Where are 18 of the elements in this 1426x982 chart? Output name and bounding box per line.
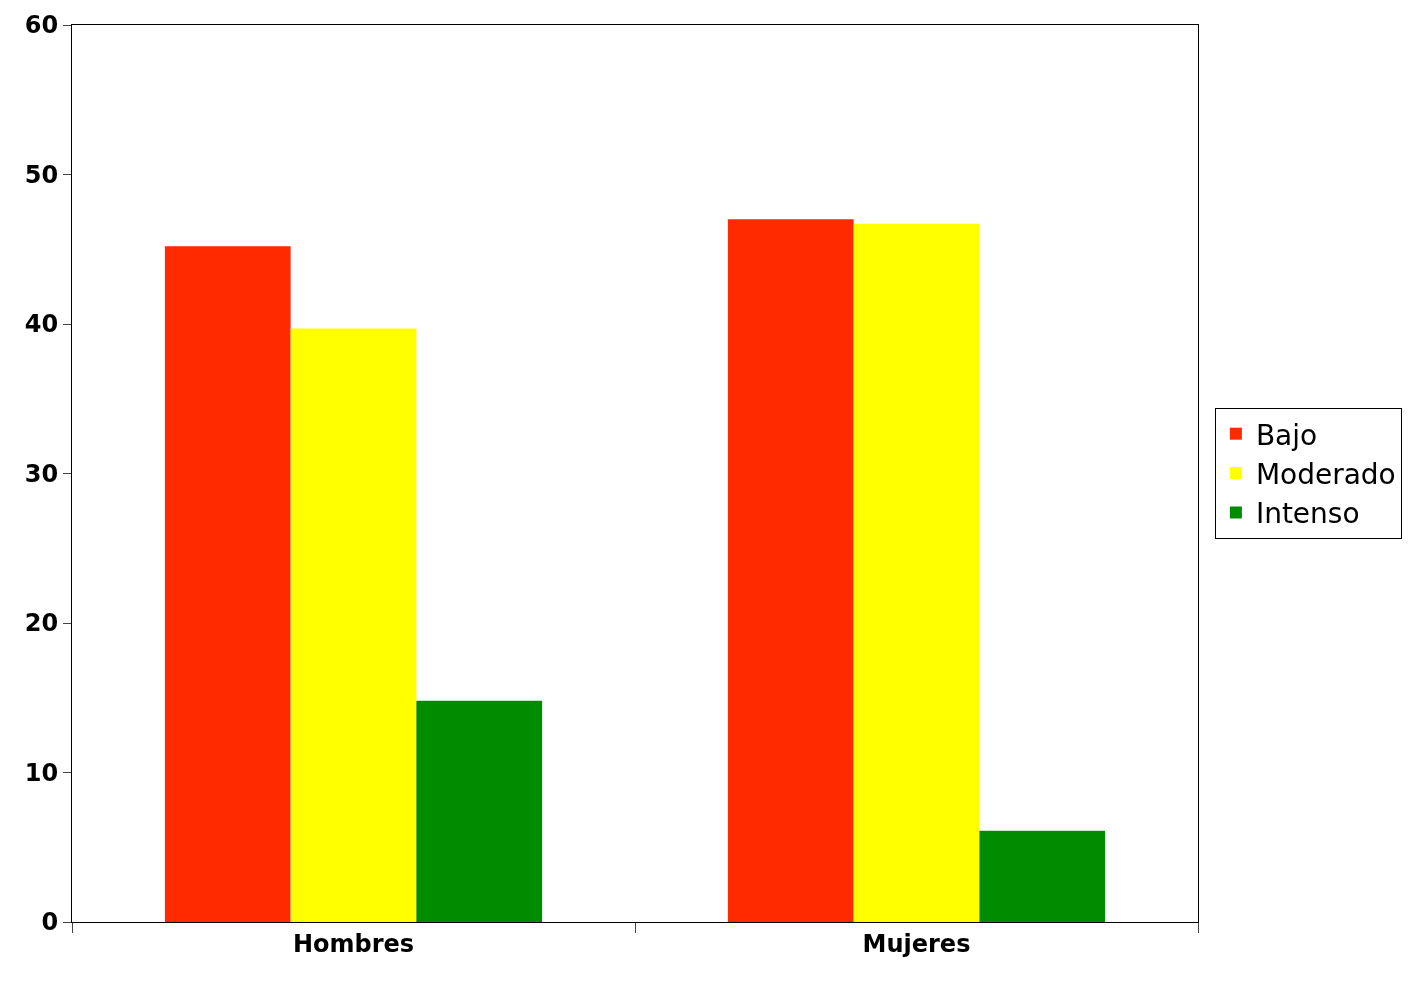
- y-tick-label: 0: [41, 908, 59, 937]
- bar: [979, 830, 1106, 922]
- bar: [727, 219, 854, 922]
- y-tick-label: 60: [24, 11, 59, 40]
- bar: [853, 223, 980, 922]
- x-tick-label: Mujeres: [862, 929, 971, 958]
- y-tick-label: 50: [24, 160, 59, 189]
- y-tick-label: 20: [24, 609, 59, 638]
- x-tick-label: Hombres: [292, 929, 415, 958]
- bar: [290, 328, 417, 922]
- y-tick-label: 30: [24, 459, 59, 488]
- bar: [164, 246, 291, 922]
- bar: [416, 700, 543, 922]
- y-tick-label: 10: [24, 758, 59, 787]
- legend-label: Moderado: [1255, 458, 1396, 492]
- legend-label: Intenso: [1255, 497, 1360, 531]
- legend-label: Bajo: [1255, 418, 1318, 452]
- y-tick-label: 40: [24, 310, 59, 339]
